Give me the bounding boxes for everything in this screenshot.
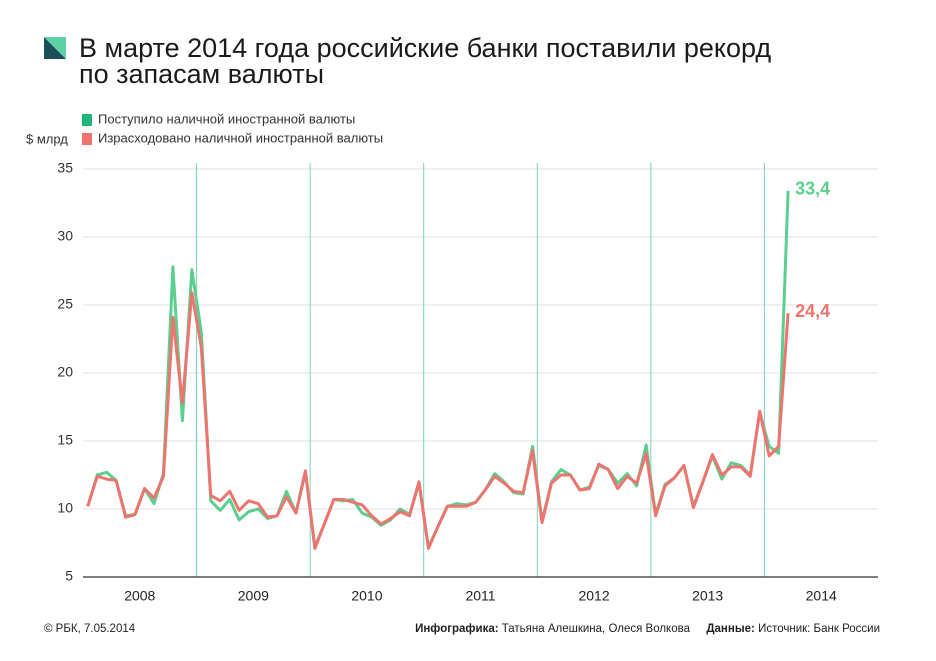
copyright: © РБК, 7.05.2014 <box>44 623 136 635</box>
source: Данные: Источник: Банк России <box>706 623 880 635</box>
source-label: Данные: <box>706 623 755 635</box>
credits-names: Татьяна Алешкина, Олеся Волкова <box>502 623 691 635</box>
value-label: 33,4 <box>795 179 830 199</box>
series-line <box>86 190 790 549</box>
y-tick-label: 10 <box>57 500 73 516</box>
value-label: 24,4 <box>795 301 830 321</box>
x-tick-label: 2011 <box>465 588 495 604</box>
y-tick-label: 20 <box>57 364 73 380</box>
y-tick-label: 30 <box>57 228 73 244</box>
x-tick-label: 2008 <box>124 588 155 604</box>
y-tick-label: 25 <box>57 296 73 312</box>
y-tick-label: 35 <box>57 160 73 176</box>
x-tick-label: 2010 <box>351 588 382 604</box>
chart-title: по запасам валюты <box>79 59 324 89</box>
credits: Инфографика: Татьяна Алешкина, Олеся Вол… <box>415 623 691 635</box>
y-tick-label: 15 <box>57 432 73 448</box>
credits-label: Инфографика: <box>415 623 498 635</box>
legend-label: Поступило наличной иностранной валюты <box>98 111 355 126</box>
title-icon <box>44 37 66 59</box>
chart-title: В марте 2014 года российские банки поста… <box>79 33 771 63</box>
y-tick-label: 5 <box>65 568 73 584</box>
series-line <box>86 291 790 550</box>
x-tick-label: 2014 <box>806 588 837 604</box>
legend-swatch <box>82 114 92 126</box>
legend-label: Израсходовано наличной иностранной валют… <box>98 130 383 145</box>
x-tick-label: 2013 <box>692 588 723 604</box>
x-tick-label: 2012 <box>578 588 609 604</box>
legend-swatch <box>82 133 92 145</box>
x-tick-label: 2009 <box>238 588 269 604</box>
source-text: Источник: Банк России <box>758 623 880 635</box>
y-unit: $ млрд <box>26 131 68 146</box>
